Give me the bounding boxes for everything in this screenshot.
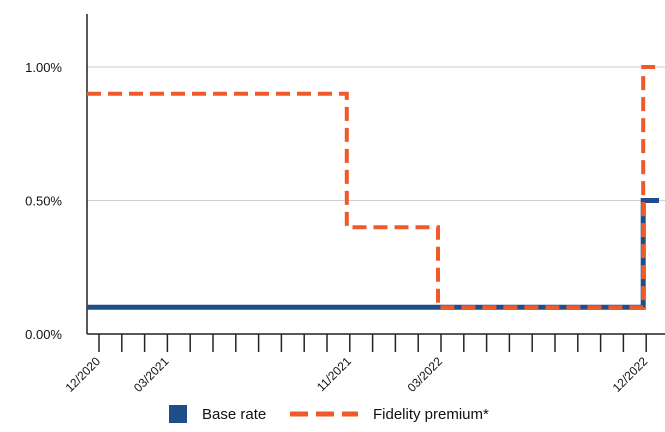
x-tick-label: 12/2020 bbox=[63, 354, 104, 395]
legend-label-base-rate: Base rate bbox=[202, 406, 266, 423]
series bbox=[87, 65, 659, 310]
y-tick-label: 0.50% bbox=[25, 194, 62, 209]
y-tick-label: 1.00% bbox=[25, 60, 62, 75]
y-tick-label: 0.00% bbox=[25, 327, 62, 342]
x-tick-label: 12/2022 bbox=[610, 354, 651, 395]
legend: Base rate Fidelity premium* bbox=[169, 405, 489, 423]
x-tick-label: 03/2021 bbox=[131, 354, 172, 395]
legend-label-fidelity-premium: Fidelity premium* bbox=[373, 406, 489, 423]
series-line-base-rate bbox=[87, 198, 659, 310]
x-tick-label: 03/2022 bbox=[405, 354, 446, 395]
gridlines bbox=[87, 66, 665, 201]
legend-swatch-base-rate bbox=[169, 405, 187, 423]
x-tick-label: 11/2021 bbox=[314, 354, 354, 394]
series-line-fidelity-premium bbox=[87, 65, 659, 310]
